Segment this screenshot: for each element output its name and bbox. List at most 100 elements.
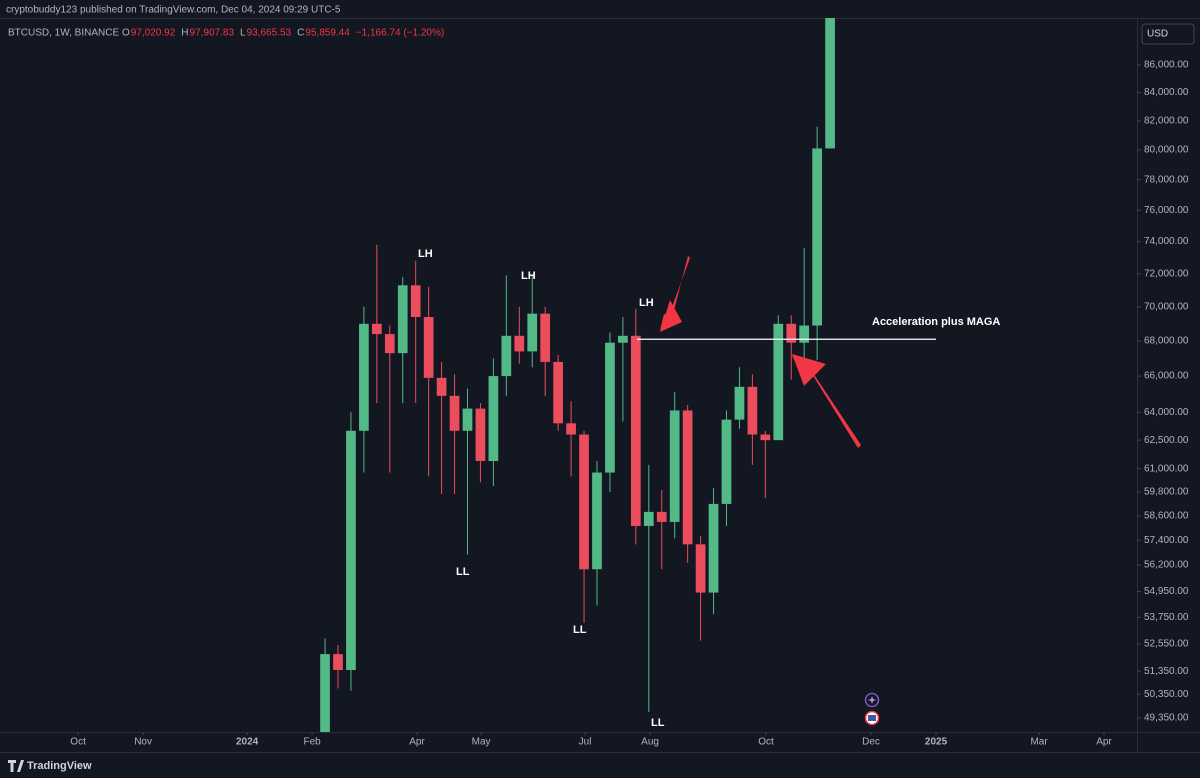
candle-body	[825, 18, 835, 149]
candle-body	[371, 323, 382, 335]
y-tick-label: 80,000.00	[1144, 145, 1189, 156]
y-tick-label: 50,350.00	[1144, 689, 1189, 700]
event-icon-star	[868, 696, 876, 704]
annotation: LL	[456, 566, 470, 578]
candle-body	[410, 285, 421, 318]
publish-header: cryptobuddy123 published on TradingView.…	[6, 5, 341, 16]
x-tick-label: Dec	[862, 737, 880, 748]
y-tick-label: 56,200.00	[1144, 560, 1189, 571]
candle-body	[384, 334, 395, 354]
candle-body	[630, 335, 641, 526]
candle-body	[397, 285, 408, 354]
x-tick-label: 2024	[236, 737, 259, 748]
annotation: LL	[573, 624, 587, 636]
change: −1,166.74 (−1.20%)	[356, 28, 444, 39]
candle-body	[760, 434, 771, 441]
x-tick-label: Aug	[641, 737, 659, 748]
candle-body	[643, 511, 654, 526]
candle-body	[708, 503, 719, 593]
y-tick-label: 62,500.00	[1144, 435, 1189, 446]
candle-body	[579, 434, 589, 570]
candle-body	[475, 408, 486, 462]
candle-body	[618, 335, 628, 343]
y-tick-label: 64,000.00	[1144, 407, 1189, 418]
annotation: LH	[639, 297, 654, 309]
x-tick-label: Oct	[758, 737, 774, 748]
candle-body	[786, 323, 797, 343]
y-tick-label: 68,000.00	[1144, 336, 1189, 347]
candle-body	[773, 323, 784, 441]
annotation: Acceleration plus MAGA	[872, 316, 1000, 328]
candle-body	[320, 654, 330, 732]
y-tick-label: 53,750.00	[1144, 612, 1189, 623]
candle-body	[605, 342, 615, 473]
candle-body	[527, 313, 538, 352]
event-icon-flag	[868, 715, 876, 721]
y-tick-label: 82,000.00	[1144, 116, 1189, 127]
x-tick-label: Nov	[134, 737, 152, 748]
candle-body	[333, 654, 343, 671]
ohlc-key: C	[297, 28, 304, 39]
ohlc-key: O	[122, 28, 130, 39]
candle-body	[592, 472, 602, 570]
x-tick-label: 2025	[925, 737, 948, 748]
candle-body	[359, 323, 369, 431]
y-tick-label: 74,000.00	[1144, 236, 1189, 247]
arrow	[792, 354, 861, 448]
y-tick-label: 59,800.00	[1144, 487, 1189, 498]
x-tick-label: Apr	[409, 737, 425, 748]
y-tick-label: 51,350.00	[1144, 666, 1189, 677]
y-tick-label: 61,000.00	[1144, 463, 1189, 474]
candle-body	[553, 361, 563, 424]
y-tick-label: 52,550.00	[1144, 639, 1189, 650]
annotation: LL	[651, 717, 665, 729]
y-tick-label: 54,950.00	[1144, 586, 1189, 597]
annotation: LH	[521, 270, 536, 282]
y-tick-label: 84,000.00	[1144, 87, 1189, 98]
ohlc-value: 93,665.53	[247, 28, 292, 39]
candle-body	[734, 386, 745, 420]
symbol: BTCUSD, 1W, BINANCE	[8, 28, 119, 39]
y-tick-label: 78,000.00	[1144, 174, 1189, 185]
y-tick-label: 66,000.00	[1144, 371, 1189, 382]
candle-body	[540, 313, 551, 362]
ohlc-value: 97,907.83	[190, 28, 235, 39]
candle-body	[747, 386, 758, 435]
candle-body	[346, 430, 356, 671]
ohlc-value: 95,859.44	[305, 28, 350, 39]
brand: TradingView	[27, 760, 92, 772]
ohlc-value: 97,020.92	[131, 28, 176, 39]
candle-body	[436, 377, 447, 396]
brand-logo	[8, 760, 24, 772]
candle-body	[566, 423, 576, 435]
candle-body	[501, 335, 512, 377]
y-tick-label: 49,350.00	[1144, 713, 1189, 724]
x-tick-label: May	[472, 737, 491, 748]
candle-body	[682, 410, 693, 545]
candle-body	[488, 376, 499, 462]
arrow	[660, 256, 690, 332]
x-tick-label: Oct	[70, 737, 86, 748]
candle-body	[799, 325, 810, 343]
candle-body	[514, 335, 525, 352]
ohlc-key: L	[240, 28, 246, 39]
candle-body	[462, 408, 473, 431]
candle-body	[449, 395, 460, 431]
y-tick-label: 57,400.00	[1144, 535, 1189, 546]
candle-body	[812, 148, 822, 326]
x-tick-label: Apr	[1096, 737, 1112, 748]
candle-body	[695, 544, 706, 593]
y-tick-label: 86,000.00	[1144, 60, 1189, 71]
x-tick-label: Mar	[1030, 737, 1048, 748]
annotation: LH	[418, 248, 433, 260]
plot	[320, 18, 835, 732]
y-tick-label: 72,000.00	[1144, 268, 1189, 279]
candle-body	[656, 511, 667, 522]
candle-body	[721, 419, 732, 504]
currency-box[interactable]	[1141, 23, 1195, 45]
ohlc-legend: O 97,020.92 H 97,907.83 L 93,665.53 C 95,859.44…	[122, 28, 444, 39]
y-tick-label: 70,000.00	[1144, 302, 1189, 313]
candle-body	[669, 410, 680, 522]
